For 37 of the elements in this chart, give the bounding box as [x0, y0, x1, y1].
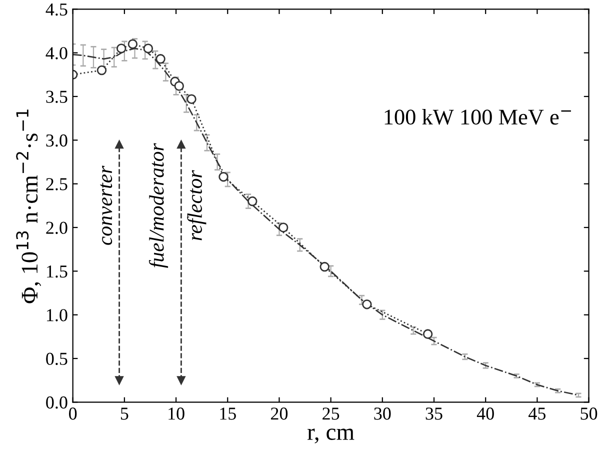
y-tick-label: 1.5 [47, 266, 68, 278]
x-tick-label: 15 [220, 408, 236, 420]
x-tick-label: 50 [580, 408, 598, 420]
point [320, 262, 330, 272]
point [156, 54, 166, 64]
y-tick-label: 4.0 [46, 47, 68, 60]
annotation: 100 kW 100 MeV e$^{−}$ [384, 108, 571, 125]
y-tick-label: 0.0 [46, 396, 68, 409]
annotation: fuel/moderator [148, 143, 168, 268]
point [278, 222, 288, 232]
y-tick-label: 3.5 [46, 90, 68, 103]
x-tick-label: 25 [322, 408, 340, 420]
y-axis-title: Φ, 10$^{13}$ n·cm$^{−2}$·s$^{−1}$ [16, 110, 42, 304]
y-tick-label: 3.0 [46, 134, 68, 147]
x-tick-label: 0 [69, 408, 77, 420]
y-tick-label: 0.5 [46, 352, 68, 366]
x-tick-label: 5 [120, 408, 128, 420]
x-tick-label: 45 [528, 408, 546, 420]
y-tick-label: 2.0 [46, 222, 68, 234]
x-tick-label: 40 [476, 408, 494, 420]
annotation: reflector [187, 170, 206, 240]
y-tick-label: 4.5 [46, 4, 68, 16]
y-tick-label: 1.0 [47, 309, 68, 322]
x-tick-label: 10 [168, 408, 184, 420]
point [143, 44, 154, 54]
point [174, 81, 184, 91]
x-tick-label: 35 [426, 408, 442, 420]
point [248, 196, 258, 206]
x-axis-title: r, cm [308, 428, 354, 444]
y-tick-label: 2.5 [46, 178, 68, 190]
annotation: converter [100, 166, 112, 245]
point [116, 44, 126, 54]
point [186, 94, 196, 104]
point [422, 329, 433, 339]
point [362, 299, 372, 310]
x-tick-label: 30 [374, 408, 391, 420]
x-tick-label: 20 [270, 408, 288, 420]
